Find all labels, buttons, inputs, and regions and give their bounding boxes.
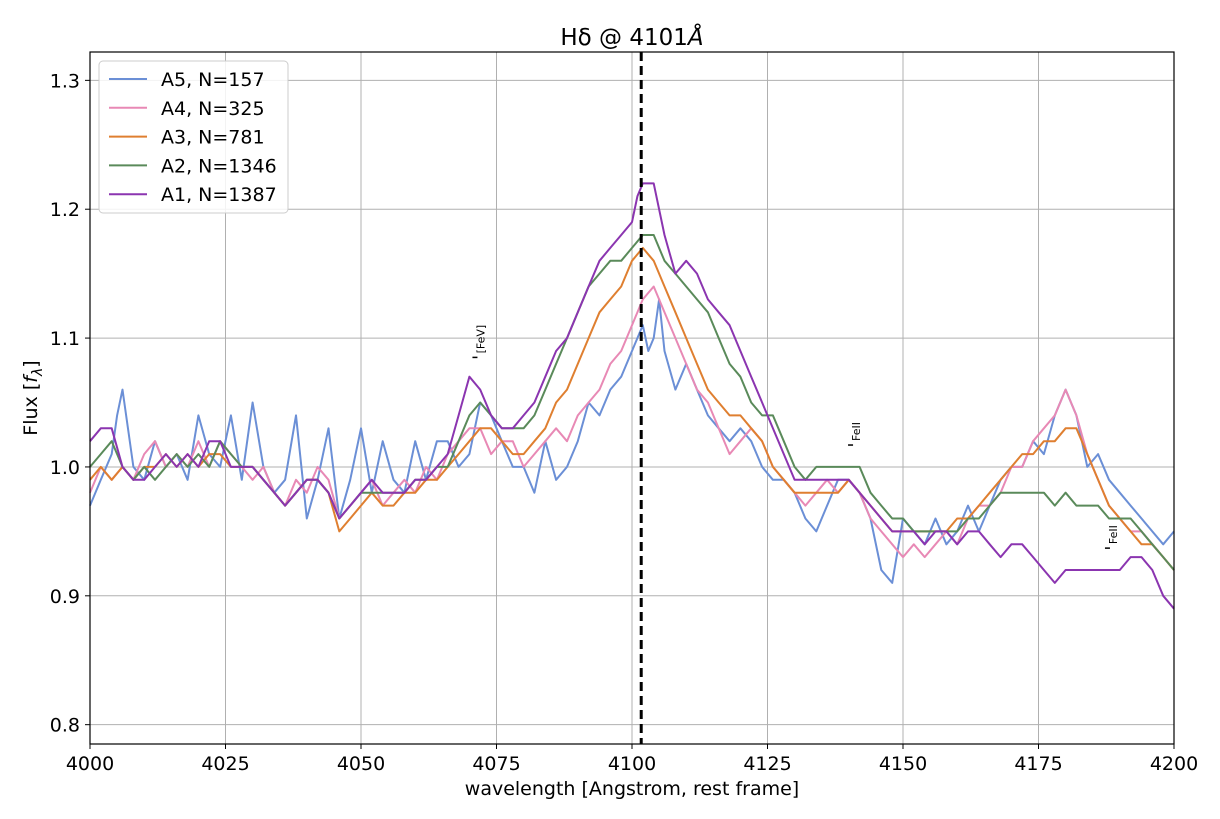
- series-lines: [89, 182, 1175, 610]
- y-tick-label: 1.3: [50, 70, 80, 92]
- x-tick-label: 4200: [1150, 753, 1198, 775]
- x-tick-label: 4100: [608, 753, 656, 775]
- annotation-label: FeII: [850, 422, 863, 441]
- legend-label: A5, N=157: [161, 69, 265, 91]
- x-tick-label: 4125: [743, 753, 791, 775]
- x-tick-label: 4050: [337, 753, 385, 775]
- series-line-5: [89, 182, 1175, 610]
- y-tick-label: 1.2: [50, 199, 80, 221]
- legend-label: A1, N=1387: [161, 184, 277, 206]
- y-axis-label: Flux [fλ]: [20, 360, 46, 435]
- annotations: [FeV] FeII FeII: [472, 325, 1120, 549]
- x-axis-ticks: 4000 4025 4050 4075 4100 4125 4150 4175 4200: [66, 744, 1198, 775]
- legend-label: A2, N=1346: [161, 155, 277, 177]
- y-tick-label: 1.1: [50, 328, 80, 350]
- x-tick-label: 4175: [1014, 753, 1062, 775]
- chart-title: Hδ @ 4101Å: [560, 23, 703, 51]
- legend-label: A3, N=781: [161, 127, 265, 149]
- x-tick-label: 4025: [201, 753, 249, 775]
- legend: A5, N=157 A4, N=325 A3, N=781 A2, N=1346 A1,…: [98, 60, 289, 214]
- legend-label: A4, N=325: [161, 98, 265, 120]
- legend-box: [98, 60, 289, 214]
- y-tick-label: 0.9: [50, 586, 80, 608]
- y-tick-label: 0.8: [50, 715, 80, 737]
- x-axis-label: wavelength [Angstrom, rest frame]: [465, 778, 799, 800]
- x-tick-label: 4150: [879, 753, 927, 775]
- annotation-label: [FeV]: [474, 325, 487, 354]
- y-tick-label: 1.0: [50, 457, 80, 479]
- y-axis-ticks: 0.8 0.9 1.0 1.1 1.2 1.3: [50, 70, 90, 737]
- x-tick-label: 4000: [66, 753, 114, 775]
- grid-lines: [89, 52, 1175, 744]
- x-tick-label: 4075: [472, 753, 520, 775]
- annotation-label: FeII: [1107, 525, 1120, 544]
